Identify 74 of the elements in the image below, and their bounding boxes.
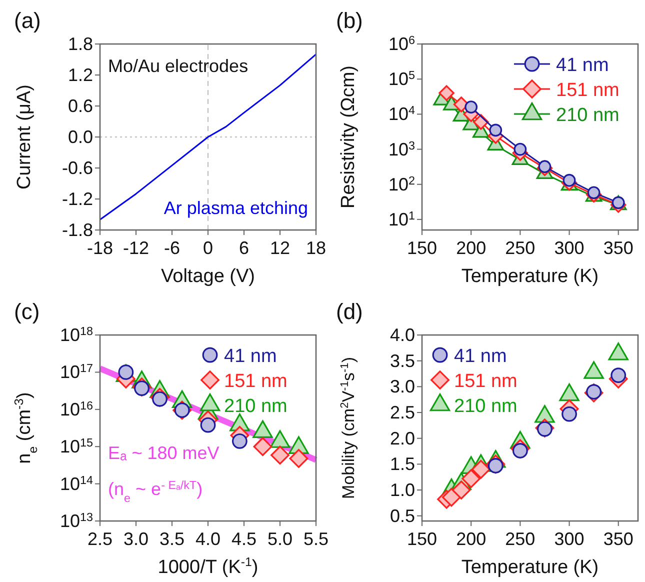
legend-label: 41 nm: [556, 55, 609, 76]
legend-label: 210 nm: [224, 396, 288, 417]
y-tick-label: 10$^{16}$: [60, 398, 93, 420]
x-tick-label: 250: [505, 238, 536, 258]
y-tick-label: 10$^{6}$: [388, 34, 415, 54]
y-tick-label: -1.8: [62, 220, 93, 240]
x-tick-label: 5.5: [303, 529, 329, 549]
x-tick-label: 6: [238, 238, 250, 258]
y-tick-label: 10$^{1}$: [388, 208, 415, 230]
y-tick-label: 2.5: [390, 402, 415, 422]
y-tick-label: 10$^{3}$: [388, 138, 415, 160]
y-tick-label: -1.2: [62, 189, 93, 209]
x-axis-title: Voltage (V): [161, 266, 255, 287]
x-axis-title: Temperature (K): [461, 266, 599, 287]
chart-title: (a): [14, 8, 41, 33]
y-axis-title: Current (μA): [14, 84, 35, 190]
x-axis-title: 1000/T (K$^{-1}$): [158, 555, 258, 578]
y-tick-label: 1.0: [390, 480, 415, 500]
x-tick-label: 200: [456, 238, 486, 258]
y-tick-label: 1.2: [68, 65, 93, 85]
x-tick-label: 12: [270, 238, 290, 258]
x-tick-label: 5.0: [267, 529, 293, 549]
x-tick-label: -12: [122, 238, 150, 258]
y-tick-label: 0.5: [390, 506, 415, 526]
annotation: Eₐ ~ 180 meV: [108, 443, 220, 463]
y-tick-label: 10$^{13}$: [60, 510, 93, 531]
annotation: Mo/Au electrodes: [108, 56, 248, 76]
x-tick-label: 2.5: [87, 529, 113, 549]
x-axis-title: Temperature (K): [461, 557, 599, 578]
legend-label: 41 nm: [454, 346, 507, 367]
x-tick-label: -6: [164, 238, 180, 258]
x-tick-label: 250: [505, 529, 536, 549]
y-tick-label: 10$^{14}$: [60, 473, 94, 494]
y-axis-title: Resistivity (Ωcm): [338, 66, 359, 208]
y-tick-label: 0.6: [68, 96, 93, 116]
x-tick-label: 200: [456, 529, 486, 549]
x-tick-label: 3.0: [123, 529, 149, 549]
y-tick-label: 1.8: [68, 34, 93, 54]
y-tick-label: 10$^{18}$: [60, 324, 93, 345]
legend-label: 151 nm: [454, 371, 518, 392]
x-tick-label: 4.0: [195, 529, 221, 549]
x-tick-label: 3.5: [159, 529, 185, 549]
x-tick-label: 4.5: [231, 529, 257, 549]
y-tick-label: 3.0: [390, 376, 415, 397]
annotation: (n$_{e}$ ~ e$^{- Eₐ/kT}$): [108, 478, 203, 504]
chart-title: (b): [336, 8, 363, 33]
x-tick-label: 350: [603, 238, 634, 258]
y-tick-label: -0.6: [62, 158, 93, 178]
legend-label: 151 nm: [224, 371, 288, 392]
y-tick-label: 10$^{17}$: [60, 362, 93, 382]
x-tick-label: 150: [406, 238, 438, 258]
x-tick-label: 150: [406, 529, 438, 549]
chart-title: (c): [14, 299, 40, 324]
y-tick-label: 0.0: [68, 127, 93, 147]
legend-label: 210 nm: [556, 105, 620, 126]
legend-label: 151 nm: [556, 80, 620, 101]
y-tick-label: 10$^{5}$: [388, 68, 416, 90]
y-tick-label: 4.0: [390, 325, 415, 345]
x-tick-label: 18: [306, 238, 326, 258]
y-tick-label: 1.5: [390, 454, 415, 474]
y-tick-label: 2.0: [390, 428, 415, 448]
y-tick-label: 10$^{2}$: [388, 174, 415, 194]
y-tick-label: 3.5: [390, 350, 415, 371]
y-tick-label: 10$^{15}$: [60, 436, 94, 457]
legend-label: 41 nm: [224, 346, 277, 367]
y-tick-label: 10$^{4}$: [388, 104, 416, 124]
x-tick-label: 0: [202, 238, 214, 258]
annotation: Ar plasma etching: [164, 198, 308, 218]
legend-label: 210 nm: [454, 396, 518, 417]
x-tick-label: 300: [554, 529, 584, 549]
x-tick-label: 300: [554, 238, 584, 258]
x-tick-label: 350: [603, 529, 634, 549]
chart-title: (d): [336, 299, 363, 324]
x-tick-label: -18: [86, 238, 114, 258]
